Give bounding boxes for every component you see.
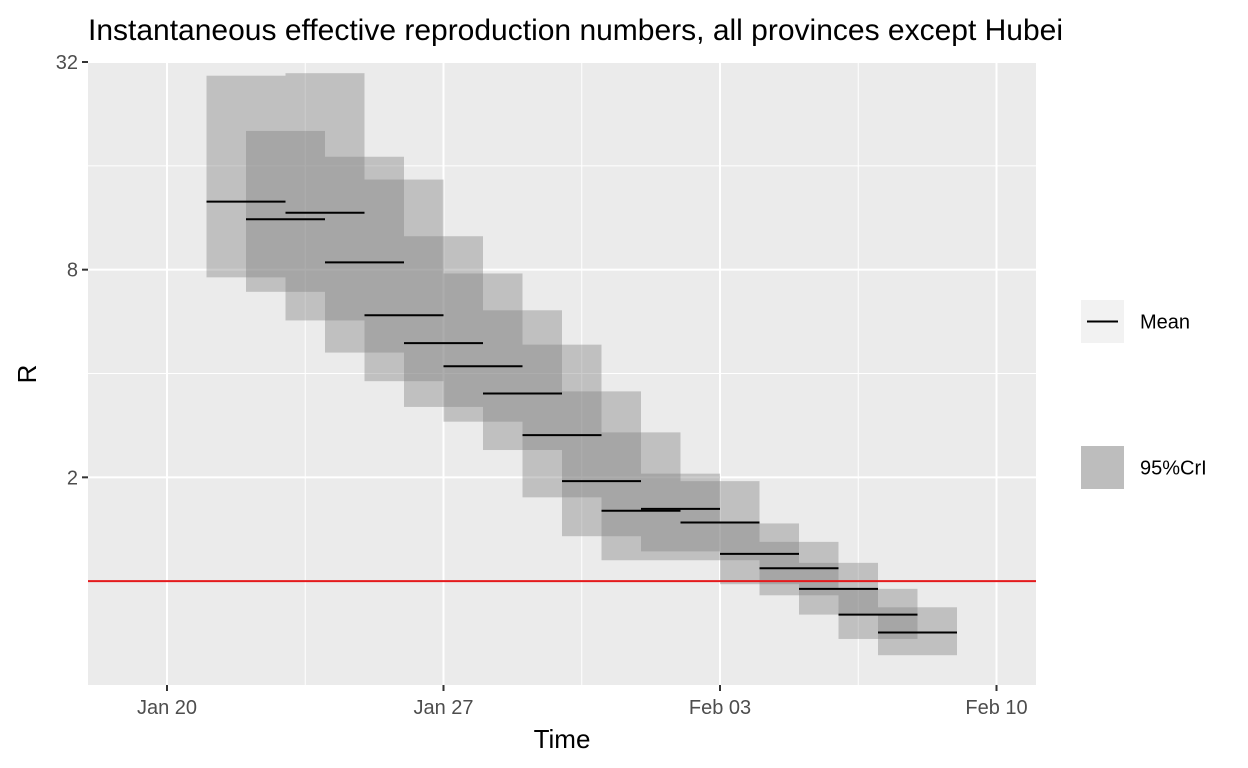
y-axis-title: R	[12, 365, 42, 384]
credible-interval-box	[443, 273, 523, 422]
credible-interval-box	[206, 75, 286, 278]
credible-interval-box	[562, 391, 641, 537]
x-tick-label: Feb 03	[689, 697, 751, 719]
legend-interval-swatch	[1081, 446, 1124, 489]
y-tick-label: 2	[67, 467, 78, 489]
credible-interval-box	[285, 73, 365, 321]
credible-interval-boxes	[206, 73, 957, 656]
credible-interval-box	[325, 156, 404, 353]
mean-lines	[206, 200, 957, 634]
credible-interval-box	[246, 130, 325, 292]
x-axis: Jan 20 Jan 27 Feb 03 Feb 10	[137, 685, 1028, 719]
credible-interval-box	[601, 432, 681, 561]
x-tick-label: Feb 10	[965, 697, 1027, 719]
credible-interval-box	[483, 310, 562, 451]
credible-interval-box	[680, 481, 760, 561]
x-tick-label: Jan 27	[413, 697, 473, 719]
legend-label: 95%CrI	[1140, 458, 1207, 480]
y-tick-label: 32	[56, 52, 78, 74]
credible-interval-box	[364, 179, 444, 382]
chart-title: Instantaneous effective reproduction num…	[88, 14, 1063, 47]
y-tick-label: 8	[67, 260, 78, 282]
credible-interval-box	[522, 344, 602, 498]
legend-label: Mean	[1140, 312, 1190, 334]
x-tick-label: Jan 20	[137, 697, 197, 719]
legend: Mean 95%CrI	[1081, 300, 1207, 489]
y-axis: 2 8 32	[56, 52, 88, 489]
x-axis-title: Time	[534, 724, 591, 754]
credible-interval-box	[641, 473, 720, 552]
credible-interval-box	[404, 236, 483, 407]
